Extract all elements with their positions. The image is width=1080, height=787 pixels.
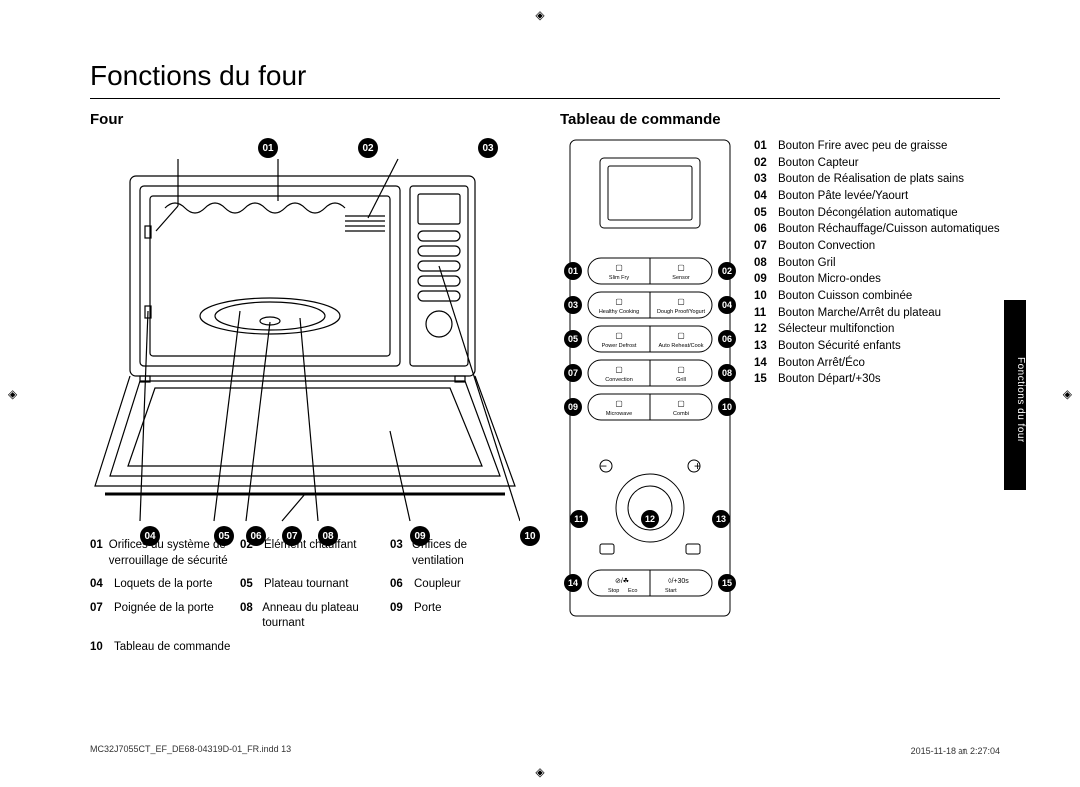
registration-mark-top: ◈ [535,8,544,22]
svg-text:▢: ▢ [615,365,623,374]
svg-text:Power Defrost: Power Defrost [602,343,637,349]
oven-callout: 04 [140,526,160,546]
page-title: Fonctions du four [90,60,1000,92]
svg-text:▢: ▢ [615,297,623,306]
svg-text:▢: ▢ [677,263,685,272]
oven-callout: 07 [282,526,302,546]
panel-legend-item: 03Bouton de Réalisation de plats sains [754,171,1000,188]
oven-legend-item: 05Plateau tournant [240,577,390,593]
panel-legend-item: 14Bouton Arrêt/Éco [754,355,1000,372]
registration-mark-right: ◈ [1063,387,1072,401]
svg-text:▢: ▢ [615,263,623,272]
oven-callout: 01 [258,138,278,158]
oven-callout: 09 [410,526,430,546]
svg-text:⊘/☘: ⊘/☘ [615,577,629,585]
panel-legend: 01Bouton Frire avec peu de graisse02Bout… [754,138,1000,623]
oven-legend-item: 09Porte [390,601,510,632]
svg-text:Dough Proof/Yogurt: Dough Proof/Yogurt [657,309,706,315]
svg-text:Eco: Eco [628,588,637,594]
panel-callout: 06 [718,330,736,348]
panel-legend-item: 06Bouton Réchauffage/Cuisson automatique… [754,221,1000,238]
oven-legend-item: 06Coupleur [390,577,510,593]
oven-callout: 06 [246,526,266,546]
panel-legend-item: 05Bouton Décongélation automatique [754,205,1000,222]
panel-svg: Slim Fry ▢ Sensor ▢ Healthy Cooking ▢ Dough Pr… [560,138,740,618]
oven-legend-item: 04Loquets de la porte [90,577,240,593]
svg-text:Microwave: Microwave [606,411,632,417]
svg-text:Healthy Cooking: Healthy Cooking [599,309,639,315]
svg-text:Convection: Convection [605,377,633,383]
panel-callout: 04 [718,296,736,314]
panel-legend-item: 07Bouton Convection [754,238,1000,255]
oven-diagram: 01020304050607080910 [90,138,520,538]
panel-legend-item: 01Bouton Frire avec peu de graisse [754,138,1000,155]
panel-callout: 03 [564,296,582,314]
panel-callout: 12 [641,510,659,528]
manual-page: ◈ ◈ ◈ ◈ Fonctions du four Four 010203040… [0,0,1080,787]
footer-left: MC32J7055CT_EF_DE68-04319D-01_FR.indd 13 [90,744,291,757]
panel-callout: 13 [712,510,730,528]
svg-text:Stop: Stop [608,588,619,594]
panel-callout: 11 [570,510,588,528]
svg-text:▢: ▢ [615,331,623,340]
svg-text:▢: ▢ [677,331,685,340]
oven-legend-item: 08Anneau du plateau tournant [240,601,390,632]
panel-legend-item: 15Bouton Départ/+30s [754,371,1000,388]
svg-text:◊/+30s: ◊/+30s [668,578,689,585]
panel-legend-item: 11Bouton Marche/Arrêt du plateau [754,305,1000,322]
panel-column: Tableau de commande Slim Fry ▢ Sensor ▢ Heal… [560,111,1000,663]
oven-heading: Four [90,111,530,128]
title-rule [90,98,1000,99]
footer-right: 2015-11-18 ㏂ 2:27:04 [911,744,1000,757]
panel-callout: 14 [564,574,582,592]
panel-callout: 02 [718,262,736,280]
panel-legend-item: 13Bouton Sécurité enfants [754,338,1000,355]
oven-legend-item: 03Orifices de ventilation [390,538,510,569]
panel-callout: 05 [564,330,582,348]
svg-text:▢: ▢ [677,399,685,408]
svg-text:▢: ▢ [677,297,685,306]
panel-callout: 15 [718,574,736,592]
panel-callout: 08 [718,364,736,382]
svg-text:Start: Start [665,588,677,594]
panel-heading: Tableau de commande [560,111,1000,128]
oven-callout: 03 [478,138,498,158]
svg-text:Combi: Combi [673,411,689,417]
panel-legend-item: 08Bouton Gril [754,255,1000,272]
svg-text:Grill: Grill [676,377,686,383]
svg-text:▢: ▢ [677,365,685,374]
svg-text:▢: ▢ [615,399,623,408]
svg-text:−: − [600,459,607,473]
side-tab: Fonctions du four [1004,300,1026,490]
footer: MC32J7055CT_EF_DE68-04319D-01_FR.indd 13… [90,744,1000,757]
oven-legend-item: 07Poignée de la porte [90,601,240,632]
registration-mark-bottom: ◈ [535,765,544,779]
oven-callout: 08 [318,526,338,546]
registration-mark-left: ◈ [8,387,17,401]
panel-legend-item: 09Bouton Micro-ondes [754,271,1000,288]
svg-text:Slim Fry: Slim Fry [609,275,629,281]
oven-callout: 02 [358,138,378,158]
oven-callout: 10 [520,526,540,546]
panel-legend-item: 10Bouton Cuisson combinée [754,288,1000,305]
panel-legend-item: 12Sélecteur multifonction [754,321,1000,338]
columns: Four 01 02 03 04 05 06 07 08 09 10 [90,111,1000,663]
oven-callout: 05 [214,526,234,546]
panel-callout: 09 [564,398,582,416]
svg-text:Sensor: Sensor [672,275,690,281]
oven-legend-item: 10Tableau de commande [90,640,240,656]
control-panel-diagram: Slim Fry ▢ Sensor ▢ Healthy Cooking ▢ Dough Pr… [560,138,740,623]
svg-text:Auto Reheat/Cook: Auto Reheat/Cook [659,343,704,349]
panel-callout: 01 [564,262,582,280]
oven-legend: 01Orifices du système de verrouillage de… [90,538,530,655]
panel-legend-item: 02Bouton Capteur [754,155,1000,172]
oven-column: Four 01020304050607080910 [90,111,530,663]
panel-callout: 07 [564,364,582,382]
oven-svg [90,156,520,526]
panel-callout: 10 [718,398,736,416]
panel-legend-item: 04Bouton Pâte levée/Yaourt [754,188,1000,205]
